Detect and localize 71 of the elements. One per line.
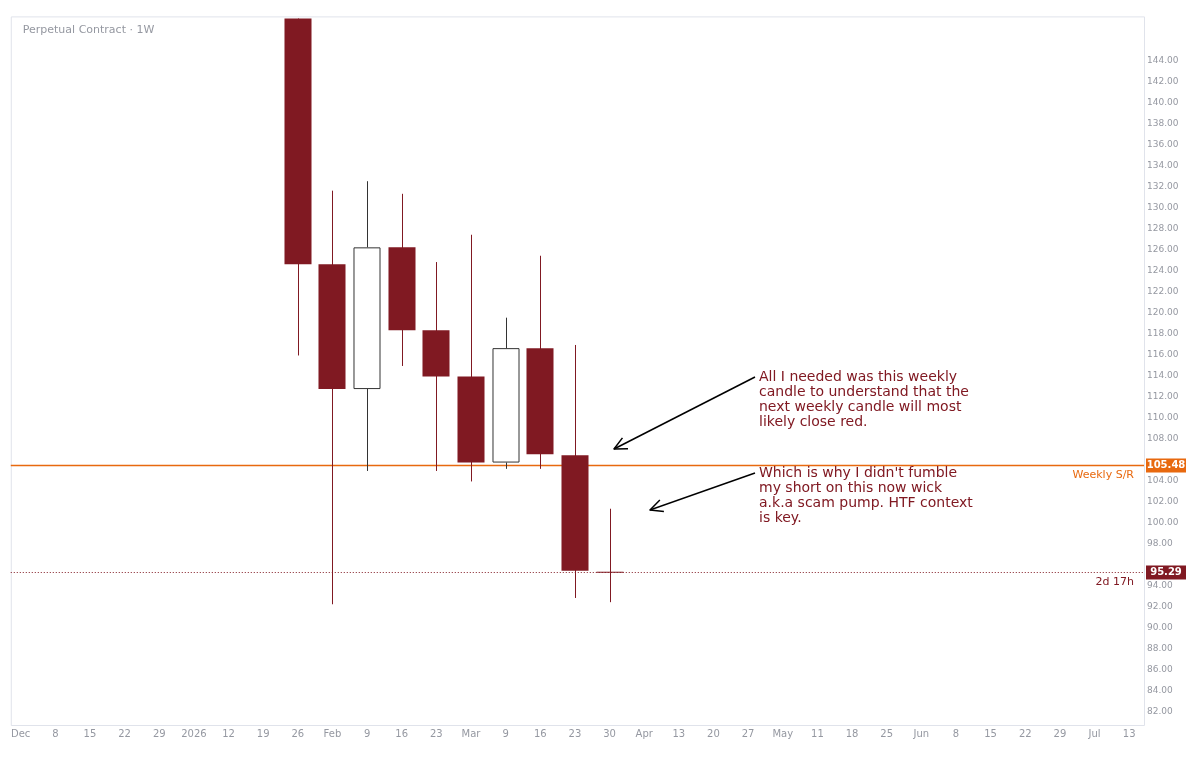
- x-tick-label: 16: [533, 727, 547, 739]
- y-tick-label: 108.00: [1147, 432, 1179, 443]
- x-tick-label: 15: [984, 727, 997, 739]
- x-tick-label: 11: [811, 727, 824, 739]
- y-tick-label: 102.00: [1147, 495, 1179, 506]
- y-tick-label: 112.00: [1147, 390, 1179, 401]
- y-tick-label: 136.00: [1147, 138, 1179, 149]
- x-tick-label: Apr: [635, 727, 654, 739]
- y-tick-label: 104.00: [1147, 474, 1179, 485]
- x-tick-label: Feb: [323, 727, 342, 739]
- annotation: Which is why I didn't fumble my short on this now wick a.k.a scam pump. HTF context is key.: [759, 463, 974, 525]
- y-tick-label: 88.00: [1147, 642, 1174, 653]
- x-tick-label: 2026: [181, 727, 207, 739]
- x-tick-label: Jul: [1087, 727, 1101, 739]
- x-tick-label: 13: [1122, 727, 1136, 739]
- y-tick-label: 90.00: [1147, 621, 1174, 632]
- x-tick-label: 16: [395, 727, 409, 739]
- candlestick: [596, 508, 624, 603]
- x-tick-label: 12: [222, 727, 235, 739]
- y-tick-label: 98.00: [1147, 537, 1174, 548]
- y-tick-label: 142.00: [1147, 75, 1179, 86]
- x-tick-label: 23: [429, 727, 443, 739]
- annotation: 95.29: [1150, 566, 1182, 578]
- x-tick-label: 22: [1018, 727, 1032, 739]
- y-tick-label: 134.00: [1147, 159, 1179, 170]
- x-tick-label: 30: [603, 727, 616, 739]
- x-tick-label: Dec: [11, 727, 31, 739]
- y-tick-label: 118.00: [1147, 327, 1179, 338]
- y-tick-label: 100.00: [1147, 516, 1179, 527]
- x-tick-label: 13: [672, 727, 686, 739]
- x-tick-label: 8: [52, 727, 59, 739]
- x-tick-label: 15: [83, 727, 97, 739]
- x-tick-label: 18: [845, 727, 859, 739]
- y-tick-label: 92.00: [1147, 600, 1174, 611]
- y-tick-label: 128.00: [1147, 222, 1179, 233]
- y-tick-label: 124.00: [1147, 264, 1179, 275]
- x-tick-label: 29: [1053, 727, 1067, 739]
- x-tick-label: 22: [118, 727, 131, 739]
- y-tick-label: 144.00: [1147, 54, 1179, 65]
- x-tick-label: Mar: [461, 727, 482, 739]
- y-tick-label: 86.00: [1147, 663, 1174, 674]
- x-tick-label: 8: [952, 727, 960, 739]
- y-tick-label: 140.00: [1147, 96, 1179, 107]
- y-tick-label: 130.00: [1147, 201, 1179, 212]
- y-tick-label: 122.00: [1147, 285, 1179, 296]
- y-tick-label: 116.00: [1147, 348, 1179, 359]
- x-tick-label: 25: [880, 727, 894, 739]
- y-tick-label: 110.00: [1147, 411, 1179, 422]
- x-tick-label: 19: [256, 727, 270, 739]
- ref-line-label: Weekly S/R: [1072, 467, 1135, 481]
- annotation: 105.48: [1146, 459, 1186, 471]
- x-tick-label: 27: [741, 727, 755, 739]
- text: Perpetual Contract · 1W: [22, 22, 155, 36]
- y-tick-label: 114.00: [1147, 369, 1179, 380]
- x-tick-label: 9: [363, 727, 371, 739]
- y-tick-label: 138.00: [1147, 117, 1179, 128]
- x-tick-label: 9: [502, 727, 509, 739]
- x-tick-label: Jun: [912, 727, 930, 739]
- y-tick-label: 94.00: [1147, 579, 1174, 590]
- annotation: All I needed was this weekly candle to understand that the next weekly candle will most likely close red.: [759, 367, 969, 429]
- x-tick-label: 23: [568, 727, 582, 739]
- y-tick-label: 132.00: [1147, 180, 1179, 191]
- y-tick-label: 120.00: [1147, 306, 1179, 317]
- x-tick-label: 20: [707, 727, 720, 739]
- y-tick-label: 84.00: [1147, 684, 1174, 695]
- x-tick-label: May: [772, 727, 794, 739]
- y-tick-label: 126.00: [1147, 243, 1179, 254]
- y-tick-label: 82.00: [1147, 705, 1174, 716]
- x-tick-label: 29: [152, 727, 166, 739]
- x-tick-label: 26: [291, 727, 305, 739]
- ref-line-label: 2d 17h: [1095, 574, 1135, 588]
